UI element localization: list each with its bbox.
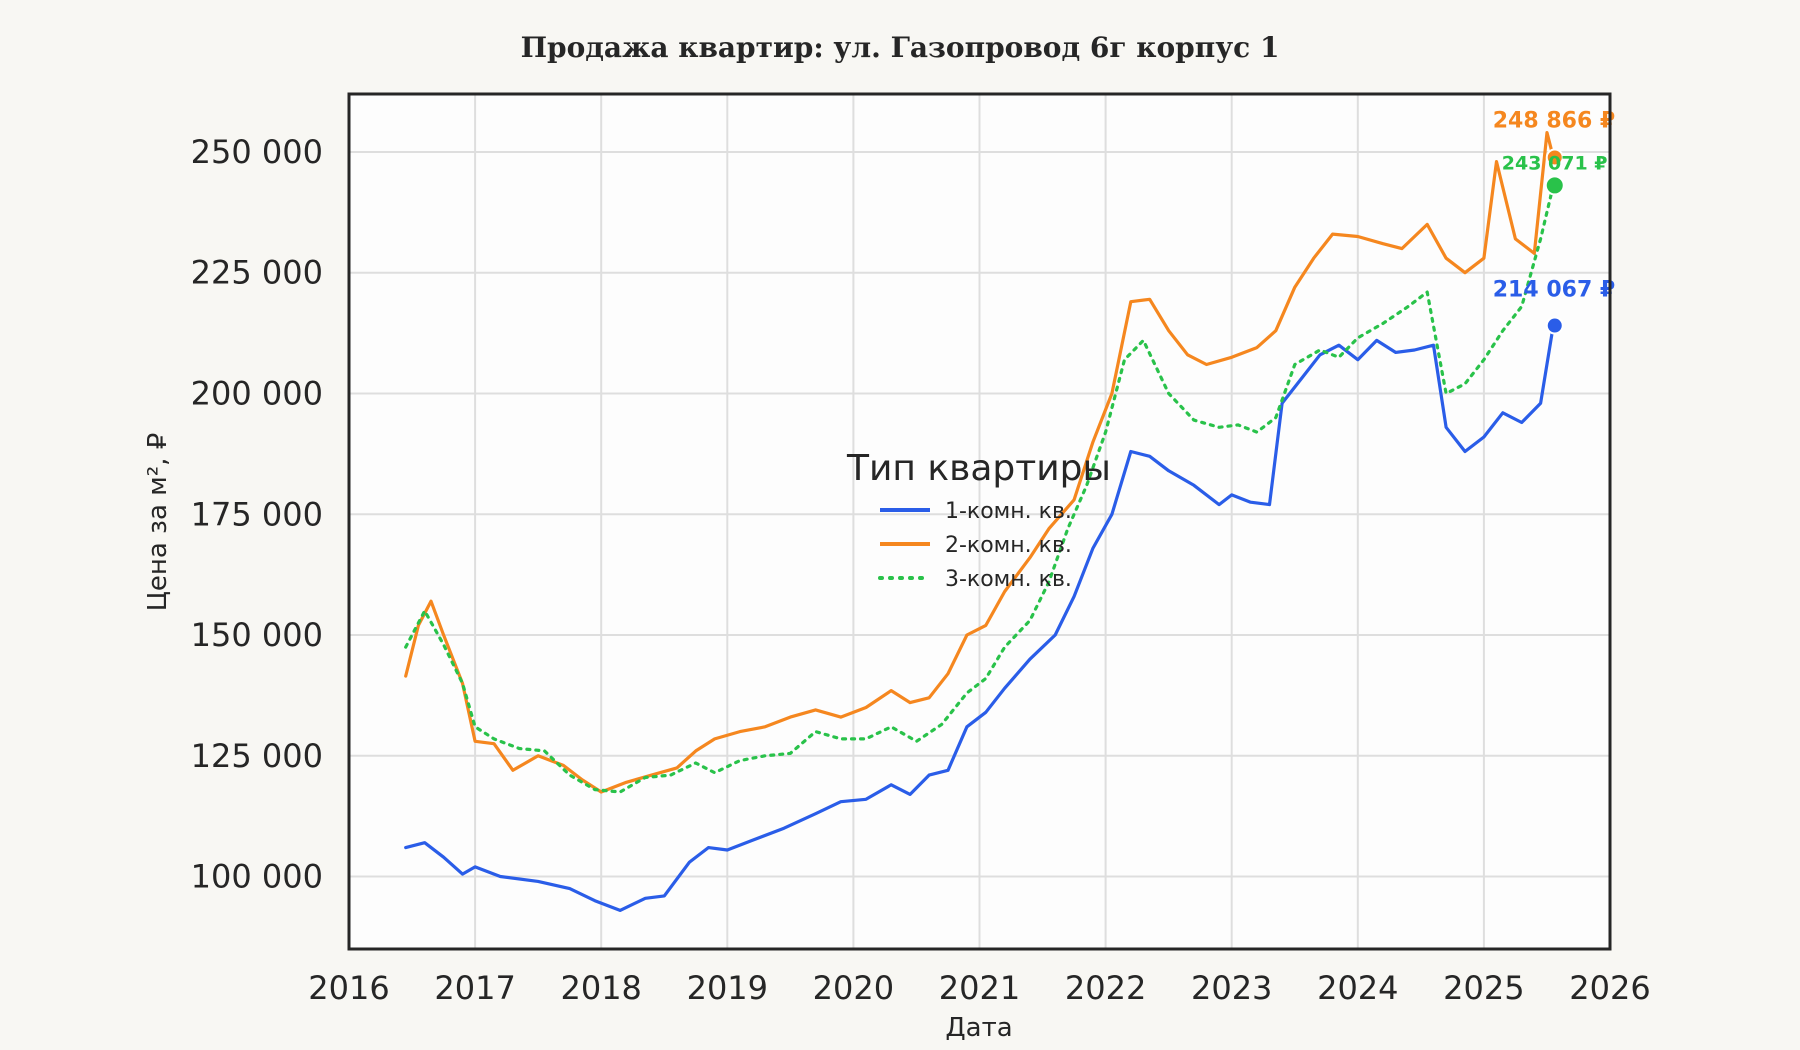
y-tick-label: 200 000 [191, 374, 323, 412]
y-axis-ticks: 100 000 125 000 150 000 175 000 200 000 225 0… [191, 133, 323, 896]
series-line-1 [404, 323, 1555, 912]
end-marker-2 [1545, 148, 1564, 167]
plot-frame [347, 92, 1612, 951]
end-label-2: 248 866 ₽ [1493, 108, 1615, 133]
y-tick-label: 100 000 [191, 858, 323, 896]
y-tick-label: 250 000 [191, 133, 323, 171]
x-tick-label: 2024 [1317, 969, 1398, 1007]
x-tick-label: 2023 [1191, 969, 1272, 1007]
y-tick-label: 175 000 [191, 495, 323, 533]
series-line-2 [404, 131, 1555, 794]
x-axis-title: Дата [945, 1013, 1012, 1043]
x-tick-label: 2017 [434, 969, 515, 1007]
y-axis-title: Цена за м², ₽ [143, 433, 173, 612]
x-tick-label: 2026 [1569, 969, 1650, 1007]
legend-label-2: 2-комн. кв. [945, 533, 1072, 558]
legend-label-3: 3-комн. кв. [945, 567, 1072, 592]
chart-title: Продажа квартир: ул. Газопровод 6г корпу… [521, 31, 1280, 64]
legend-label-1: 1-комн. кв. [945, 499, 1072, 524]
end-label-1: 214 067 ₽ [1493, 278, 1615, 303]
y-tick-label: 150 000 [191, 616, 323, 654]
x-tick-label: 2019 [687, 969, 768, 1007]
x-tick-label: 2016 [308, 969, 389, 1007]
legend-items: 1-комн. кв. 2-комн. кв. 3-комн. кв. [878, 499, 1072, 592]
end-markers: 214 067 ₽ 248 866 ₽ 243 071 ₽ [1493, 108, 1615, 335]
legend: Тип квартиры 1-комн. кв. 2-комн. кв. 3-ком… [846, 448, 1111, 592]
x-axis-ticks: 2016 2017 2018 2019 2020 2021 2022 2023 2024 2025… [308, 969, 1650, 1007]
y-tick-label: 225 000 [191, 254, 323, 292]
x-tick-label: 2021 [939, 969, 1020, 1007]
grid [349, 94, 1610, 949]
y-tick-label: 125 000 [191, 737, 323, 775]
x-tick-label: 2022 [1065, 969, 1146, 1007]
series-lines [404, 131, 1555, 912]
legend-title: Тип квартиры [846, 448, 1111, 489]
end-marker-1 [1545, 316, 1564, 335]
x-tick-label: 2020 [813, 969, 894, 1007]
end-label-3: 243 071 ₽ [1502, 152, 1608, 174]
end-marker-3 [1544, 175, 1565, 196]
x-tick-label: 2025 [1443, 969, 1524, 1007]
x-tick-label: 2018 [560, 969, 641, 1007]
